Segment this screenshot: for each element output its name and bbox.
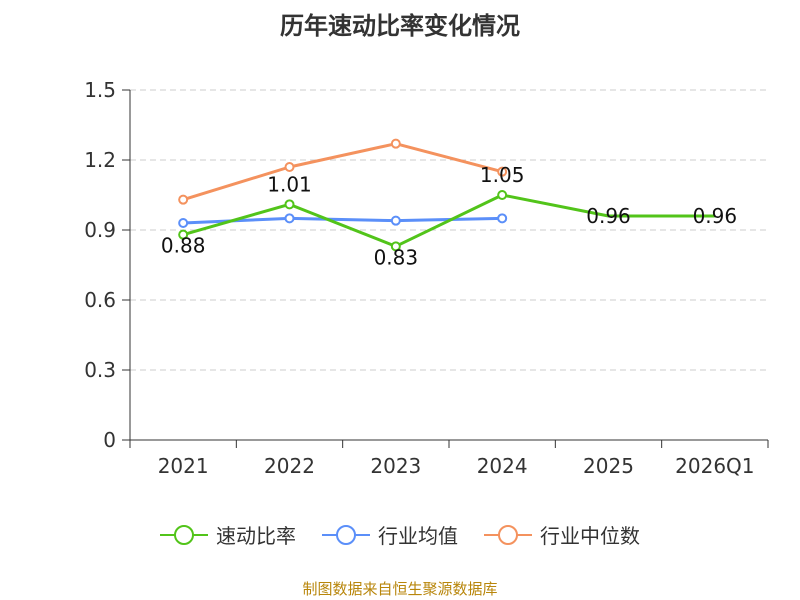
legend-label: 行业均值 — [378, 524, 458, 548]
y-tick-label: 0.6 — [84, 288, 116, 312]
series-line-2 — [182, 142, 503, 202]
data-point — [497, 213, 508, 224]
legend-label: 速动比率 — [216, 524, 296, 548]
x-tick-label: 2025 — [583, 454, 634, 478]
legend: 速动比率 行业均值 行业中位数 — [0, 520, 800, 549]
legend-marker-icon — [484, 524, 532, 545]
data-label: 0.96 — [586, 204, 631, 228]
y-tick-label: 0.3 — [84, 358, 116, 382]
x-tick-label: 2023 — [370, 454, 421, 478]
legend-item-industry-median[interactable]: 行业中位数 — [484, 520, 640, 549]
data-point — [178, 218, 189, 228]
series-line-0 — [182, 193, 715, 248]
x-tick-label: 2021 — [158, 454, 209, 478]
data-point — [284, 213, 295, 224]
data-label: 0.83 — [374, 245, 419, 269]
legend-marker-icon — [322, 524, 370, 545]
data-point — [284, 162, 295, 172]
data-label: 1.05 — [480, 163, 525, 187]
data-label: 0.96 — [693, 204, 738, 228]
data-point — [497, 190, 508, 200]
legend-item-quick-ratio[interactable]: 速动比率 — [160, 520, 296, 549]
y-tick-label: 0 — [103, 428, 116, 452]
data-source-note: 制图数据来自恒生聚源数据库 — [302, 580, 498, 598]
data-label: 0.88 — [161, 234, 206, 258]
legend-item-industry-mean[interactable]: 行业均值 — [322, 520, 458, 549]
data-point — [284, 199, 295, 210]
data-label: 1.01 — [267, 172, 312, 196]
data-point — [497, 166, 508, 177]
data-point — [178, 194, 189, 205]
y-tick-label: 1.2 — [84, 148, 116, 172]
x-tick-label: 2026Q1 — [675, 454, 754, 478]
x-tick-label: 2022 — [264, 454, 315, 478]
data-point — [390, 215, 401, 226]
data-point — [390, 138, 401, 149]
data-point — [178, 229, 189, 240]
x-tick-label: 2024 — [477, 454, 528, 478]
y-tick-label: 1.5 — [84, 78, 116, 102]
y-tick-label: 0.9 — [84, 218, 116, 242]
legend-label: 行业中位数 — [540, 524, 640, 548]
chart-title: 历年速动比率变化情况 — [280, 12, 520, 40]
data-point — [390, 241, 401, 252]
legend-marker-icon — [160, 524, 208, 545]
